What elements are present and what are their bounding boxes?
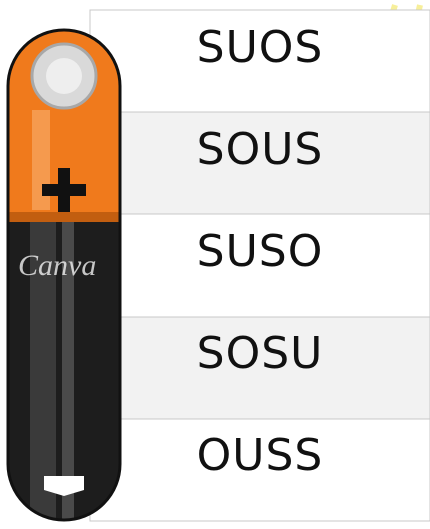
row-list: SUOS SOUS SUSO SOSU OUSS [90, 10, 430, 521]
battery-cap [46, 58, 82, 94]
row-label: SUOS [197, 22, 324, 73]
battery: Canva [8, 30, 120, 522]
row-label: SOSU [197, 328, 324, 379]
watermark: Canva [18, 249, 96, 282]
row-label: OUSS [197, 430, 324, 481]
row-label: SUSO [197, 226, 324, 277]
screen: SUOS SOUS SUSO SOSU OUSS Canva [0, 0, 430, 529]
row-label: SOUS [197, 124, 324, 175]
plus-sign [42, 184, 86, 196]
battery-band [8, 212, 120, 222]
